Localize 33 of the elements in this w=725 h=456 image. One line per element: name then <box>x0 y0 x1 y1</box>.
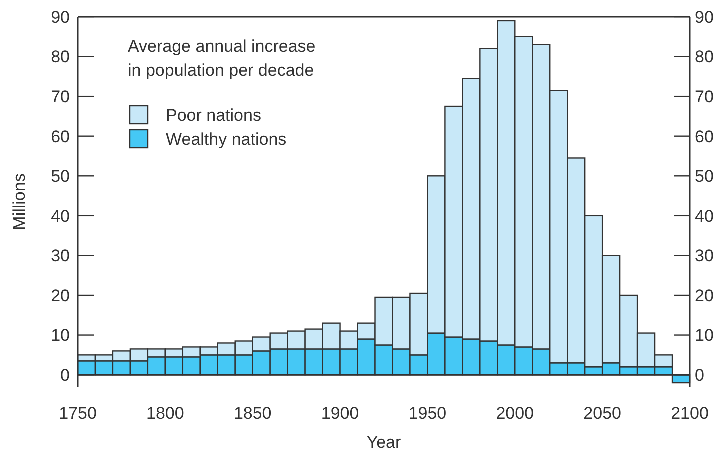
y2-tick-label: 0 <box>695 366 704 386</box>
y2-tick-label: 30 <box>695 246 714 266</box>
y-tick-label: 30 <box>51 246 70 266</box>
y2-tick-label: 50 <box>695 167 714 186</box>
x-tick-label: 1900 <box>321 404 360 423</box>
y2-tick-label: 20 <box>695 286 714 306</box>
y2-tick-label: 90 <box>695 8 714 27</box>
y-tick-label: 70 <box>51 88 70 107</box>
y-tick-label: 50 <box>51 167 70 186</box>
legend-label: Poor nations <box>166 106 262 125</box>
y2-tick-label: 80 <box>695 48 714 67</box>
y2-tick-label: 70 <box>695 88 714 107</box>
x-tick-label: 1950 <box>408 404 447 423</box>
y-tick-label: 40 <box>51 206 70 226</box>
x-tick-label: 1800 <box>146 404 184 423</box>
legend-label: Wealthy nations <box>166 130 287 149</box>
x-axis-title: Year <box>366 433 402 452</box>
x-tick-label: 1750 <box>59 404 97 423</box>
y-tick-label: 20 <box>51 286 70 306</box>
y2-tick-label: 60 <box>695 127 714 146</box>
x-tick-label: 2100 <box>671 404 709 423</box>
x-tick-label: 1850 <box>234 404 272 423</box>
legend-title: Average annual increase in population per decade <box>128 37 316 80</box>
y-axis-title: Millions <box>10 174 29 230</box>
y2-tick-label: 10 <box>695 326 714 346</box>
y2-tick-label: 40 <box>695 206 714 226</box>
x-tick-label: 2000 <box>496 404 534 423</box>
y-tick-label: 90 <box>51 8 70 27</box>
y-tick-label: 0 <box>60 366 70 386</box>
y-tick-label: 60 <box>51 127 70 146</box>
x-tick-label: 2050 <box>584 404 622 423</box>
y-tick-label: 80 <box>51 48 70 67</box>
y-tick-label: 10 <box>51 326 70 346</box>
